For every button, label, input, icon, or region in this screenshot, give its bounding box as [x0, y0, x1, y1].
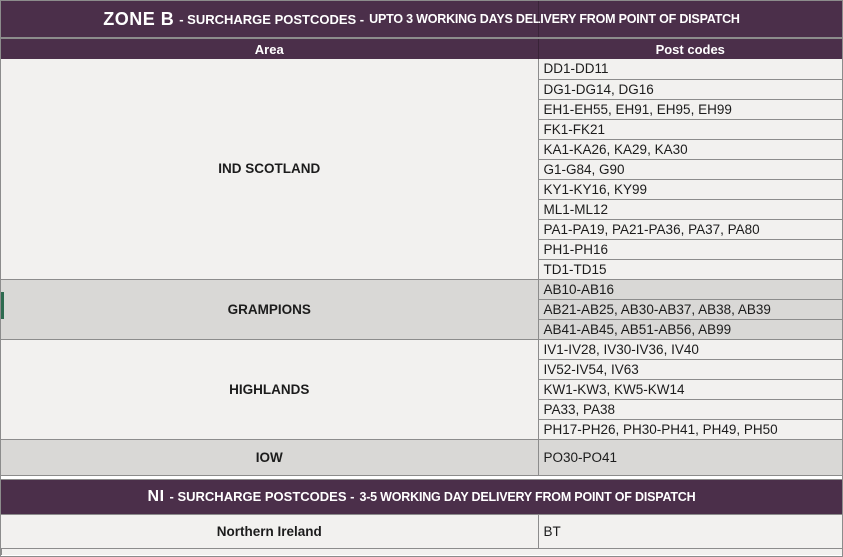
group-northern-ireland: Northern Ireland BT [1, 514, 842, 549]
postcode-cell: KY1-KY16, KY99 [537, 179, 842, 200]
table-row: TD1-TD15 [1, 259, 842, 280]
postcode-cell: KA1-KA26, KA29, KA30 [537, 139, 842, 160]
table-row: IV52-IV54, IV63 [1, 359, 842, 380]
area-cell-ind-scotland: IND SCOTLAND [1, 59, 539, 280]
table-row: AB41-AB45, AB51-AB56, AB99 [1, 319, 842, 340]
table-row: PH17-PH26, PH30-PH41, PH49, PH50 [1, 419, 842, 440]
postcode-cell: PH17-PH26, PH30-PH41, PH49, PH50 [537, 419, 842, 440]
postcode-cell: DG1-DG14, DG16 [537, 79, 842, 100]
postcode-cell: PO30-PO41 [537, 439, 842, 476]
zone-b-subtitle: - SURCHARGE POSTCODES - [179, 11, 365, 27]
postcode-cell: TD1-TD15 [537, 259, 842, 280]
postcode-cell: IV52-IV54, IV63 [537, 359, 842, 380]
table-row: IND SCOTLAND DD1-DD11 [1, 59, 842, 280]
postcode-cell: DD1-DD11 [537, 59, 842, 80]
table-row: KA1-KA26, KA29, KA30 [1, 139, 842, 160]
table-row: PH1-PH16 [1, 239, 842, 260]
ni-delivery-note: 3-5 WORKING DAY DELIVERY FROM POINT OF D… [359, 489, 696, 504]
ni-table: Northern Ireland BT [1, 514, 842, 549]
group-ind-scotland: IND SCOTLAND DD1-DD11 DG1-DG14, DG16 EH1… [1, 59, 842, 280]
partial-next-row-strip [1, 549, 842, 555]
area-cell-iow: IOW [1, 439, 539, 476]
postcode-cell: EH1-EH55, EH91, EH95, EH99 [537, 99, 842, 120]
postcode-cell: AB21-AB25, AB30-AB37, AB38, AB39 [537, 299, 842, 320]
postcode-cell: ML1-ML12 [537, 199, 842, 220]
table-row: KY1-KY16, KY99 [1, 179, 842, 200]
table-row: GRAMPIONS AB10-AB16 [1, 279, 842, 340]
column-header-row: Area Post codes [1, 39, 842, 59]
postcode-cell: KW1-KW3, KW5-KW14 [537, 379, 842, 400]
postcode-cell: FK1-FK21 [537, 119, 842, 140]
column-header-postcodes: Post codes [538, 39, 842, 59]
ni-title: NI [147, 487, 165, 505]
group-grampions: GRAMPIONS AB10-AB16 AB21-AB25, AB30-AB37… [1, 279, 842, 340]
table-row: ML1-ML12 [1, 199, 842, 220]
group-iow: IOW PO30-PO41 [1, 439, 842, 476]
table-row: Northern Ireland BT [1, 514, 842, 549]
postcode-cell: AB10-AB16 [537, 279, 842, 300]
green-edge-marker [1, 292, 4, 319]
table-row: IOW PO30-PO41 [1, 439, 842, 476]
table-row: G1-G84, G90 [1, 159, 842, 180]
postcode-cell: PA33, PA38 [537, 399, 842, 420]
zone-b-header-banner: ZONE B - SURCHARGE POSTCODES - UPTO 3 WO… [1, 1, 842, 39]
zone-b-table: Area Post codes IND SCOTLAND DD1-DD11 DG… [1, 39, 842, 476]
zone-b-table-head: Area Post codes [1, 39, 842, 59]
table-row: EH1-EH55, EH91, EH95, EH99 [1, 99, 842, 120]
postcode-cell: BT [537, 514, 842, 549]
group-highlands: HIGHLANDS IV1-IV28, IV30-IV36, IV40 IV52… [1, 339, 842, 440]
postcode-cell: IV1-IV28, IV30-IV36, IV40 [537, 339, 842, 360]
table-row: KW1-KW3, KW5-KW14 [1, 379, 842, 400]
ni-header-banner: NI - SURCHARGE POSTCODES - 3-5 WORKING D… [1, 478, 842, 515]
table-row: HIGHLANDS IV1-IV28, IV30-IV36, IV40 [1, 339, 842, 440]
area-cell-grampions: GRAMPIONS [1, 279, 539, 340]
ni-subtitle: - SURCHARGE POSTCODES - [169, 489, 355, 504]
postcode-cell: PA1-PA19, PA21-PA36, PA37, PA80 [537, 219, 842, 240]
table-row: DG1-DG14, DG16 [1, 79, 842, 100]
table-row: FK1-FK21 [1, 119, 842, 140]
column-header-area: Area [1, 39, 539, 59]
postcode-cell: AB41-AB45, AB51-AB56, AB99 [537, 319, 842, 340]
postcode-cell: PH1-PH16 [537, 239, 842, 260]
postcode-cell: G1-G84, G90 [537, 159, 842, 180]
table-row: PA1-PA19, PA21-PA36, PA37, PA80 [1, 219, 842, 240]
area-cell-northern-ireland: Northern Ireland [1, 514, 539, 549]
zone-b-delivery-note: UPTO 3 WORKING DAYS DELIVERY FROM POINT … [369, 12, 740, 26]
table-row: AB21-AB25, AB30-AB37, AB38, AB39 [1, 299, 842, 320]
zone-b-title: ZONE B [103, 8, 175, 29]
area-cell-highlands: HIGHLANDS [1, 339, 539, 440]
table-row: PA33, PA38 [1, 399, 842, 420]
